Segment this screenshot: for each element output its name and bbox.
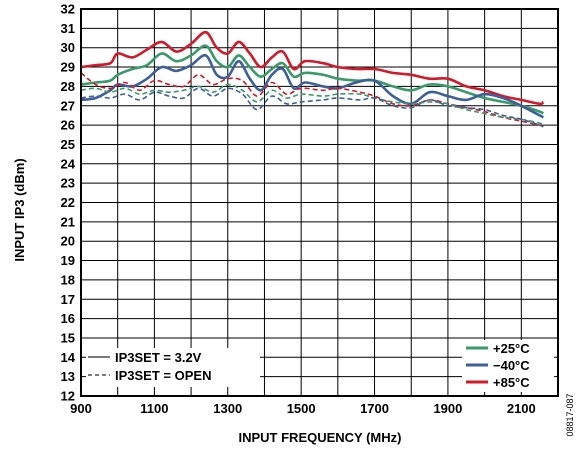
y-tick-label: 13: [61, 369, 75, 384]
x-tick-label: 2100: [507, 401, 536, 416]
x-tick-label: 900: [70, 401, 92, 416]
y-tick-label: 23: [61, 176, 75, 191]
y-tick-label: 20: [61, 234, 75, 249]
y-axis-title: INPUT IP3 (dBm): [12, 158, 27, 261]
plot-grid: [81, 8, 558, 397]
plot-frame: [80, 8, 559, 397]
y-tick-label: 28: [61, 79, 75, 94]
x-tick-label: 1500: [287, 401, 316, 416]
x-tick-label: 1300: [213, 401, 242, 416]
linestyle-legend-background: [86, 348, 260, 387]
y-tick-label: 19: [61, 253, 75, 268]
series-line: [80, 53, 545, 119]
series-line: [80, 87, 544, 128]
plot-frame-layer: [80, 8, 559, 397]
linestyle-legend: IP3SET = 3.2V IP3SET = OPEN: [86, 348, 260, 387]
y-tick-label: 12: [61, 389, 75, 404]
y-tick-label: 18: [61, 272, 75, 287]
y-tick-label: 21: [61, 214, 75, 229]
temperature-legend-label: +25°C: [493, 341, 530, 356]
y-tick-label: 25: [61, 137, 75, 152]
y-tick-label: 15: [61, 330, 75, 345]
series-line: [80, 44, 545, 115]
y-tick-label: 27: [61, 98, 75, 113]
linestyle-legend-label: IP3SET = OPEN: [115, 368, 211, 383]
x-axis-title: INPUT FREQUENCY (MHz): [239, 430, 402, 445]
y-tick-label: 29: [61, 60, 75, 75]
y-tick-label: 26: [61, 118, 75, 133]
x-tick-label: 1100: [140, 401, 168, 416]
series-layer: [80, 30, 545, 128]
y-tick-label: 16: [61, 311, 75, 326]
y-tick-label: 31: [61, 21, 75, 36]
y-tick-label: 24: [61, 156, 76, 171]
y-tick-label: 30: [61, 40, 75, 55]
y-tick-label: 32: [61, 2, 75, 17]
x-tick-label: 1900: [433, 401, 462, 416]
y-tick-label: 17: [61, 292, 75, 307]
x-tick-label: 1700: [360, 401, 389, 416]
linestyle-legend-label: IP3SET = 3.2V: [115, 350, 202, 365]
series-line: [80, 83, 544, 126]
temperature-legend-label: −40°C: [493, 358, 530, 373]
y-tick-label: 22: [61, 195, 75, 210]
series-line: [80, 72, 544, 128]
temperature-legend-label: +85°C: [493, 375, 530, 390]
temperature-legend: +25°C −40°C +85°C: [462, 340, 554, 392]
y-tick-label: 14: [61, 350, 76, 365]
series-line: [80, 30, 545, 106]
figure-id: 08817-087: [565, 393, 575, 436]
tick-labels: 12 13 14 15 16 17 18 19 20 21 22 23 24 25 26 27 28 29 30 31…: [61, 2, 536, 417]
